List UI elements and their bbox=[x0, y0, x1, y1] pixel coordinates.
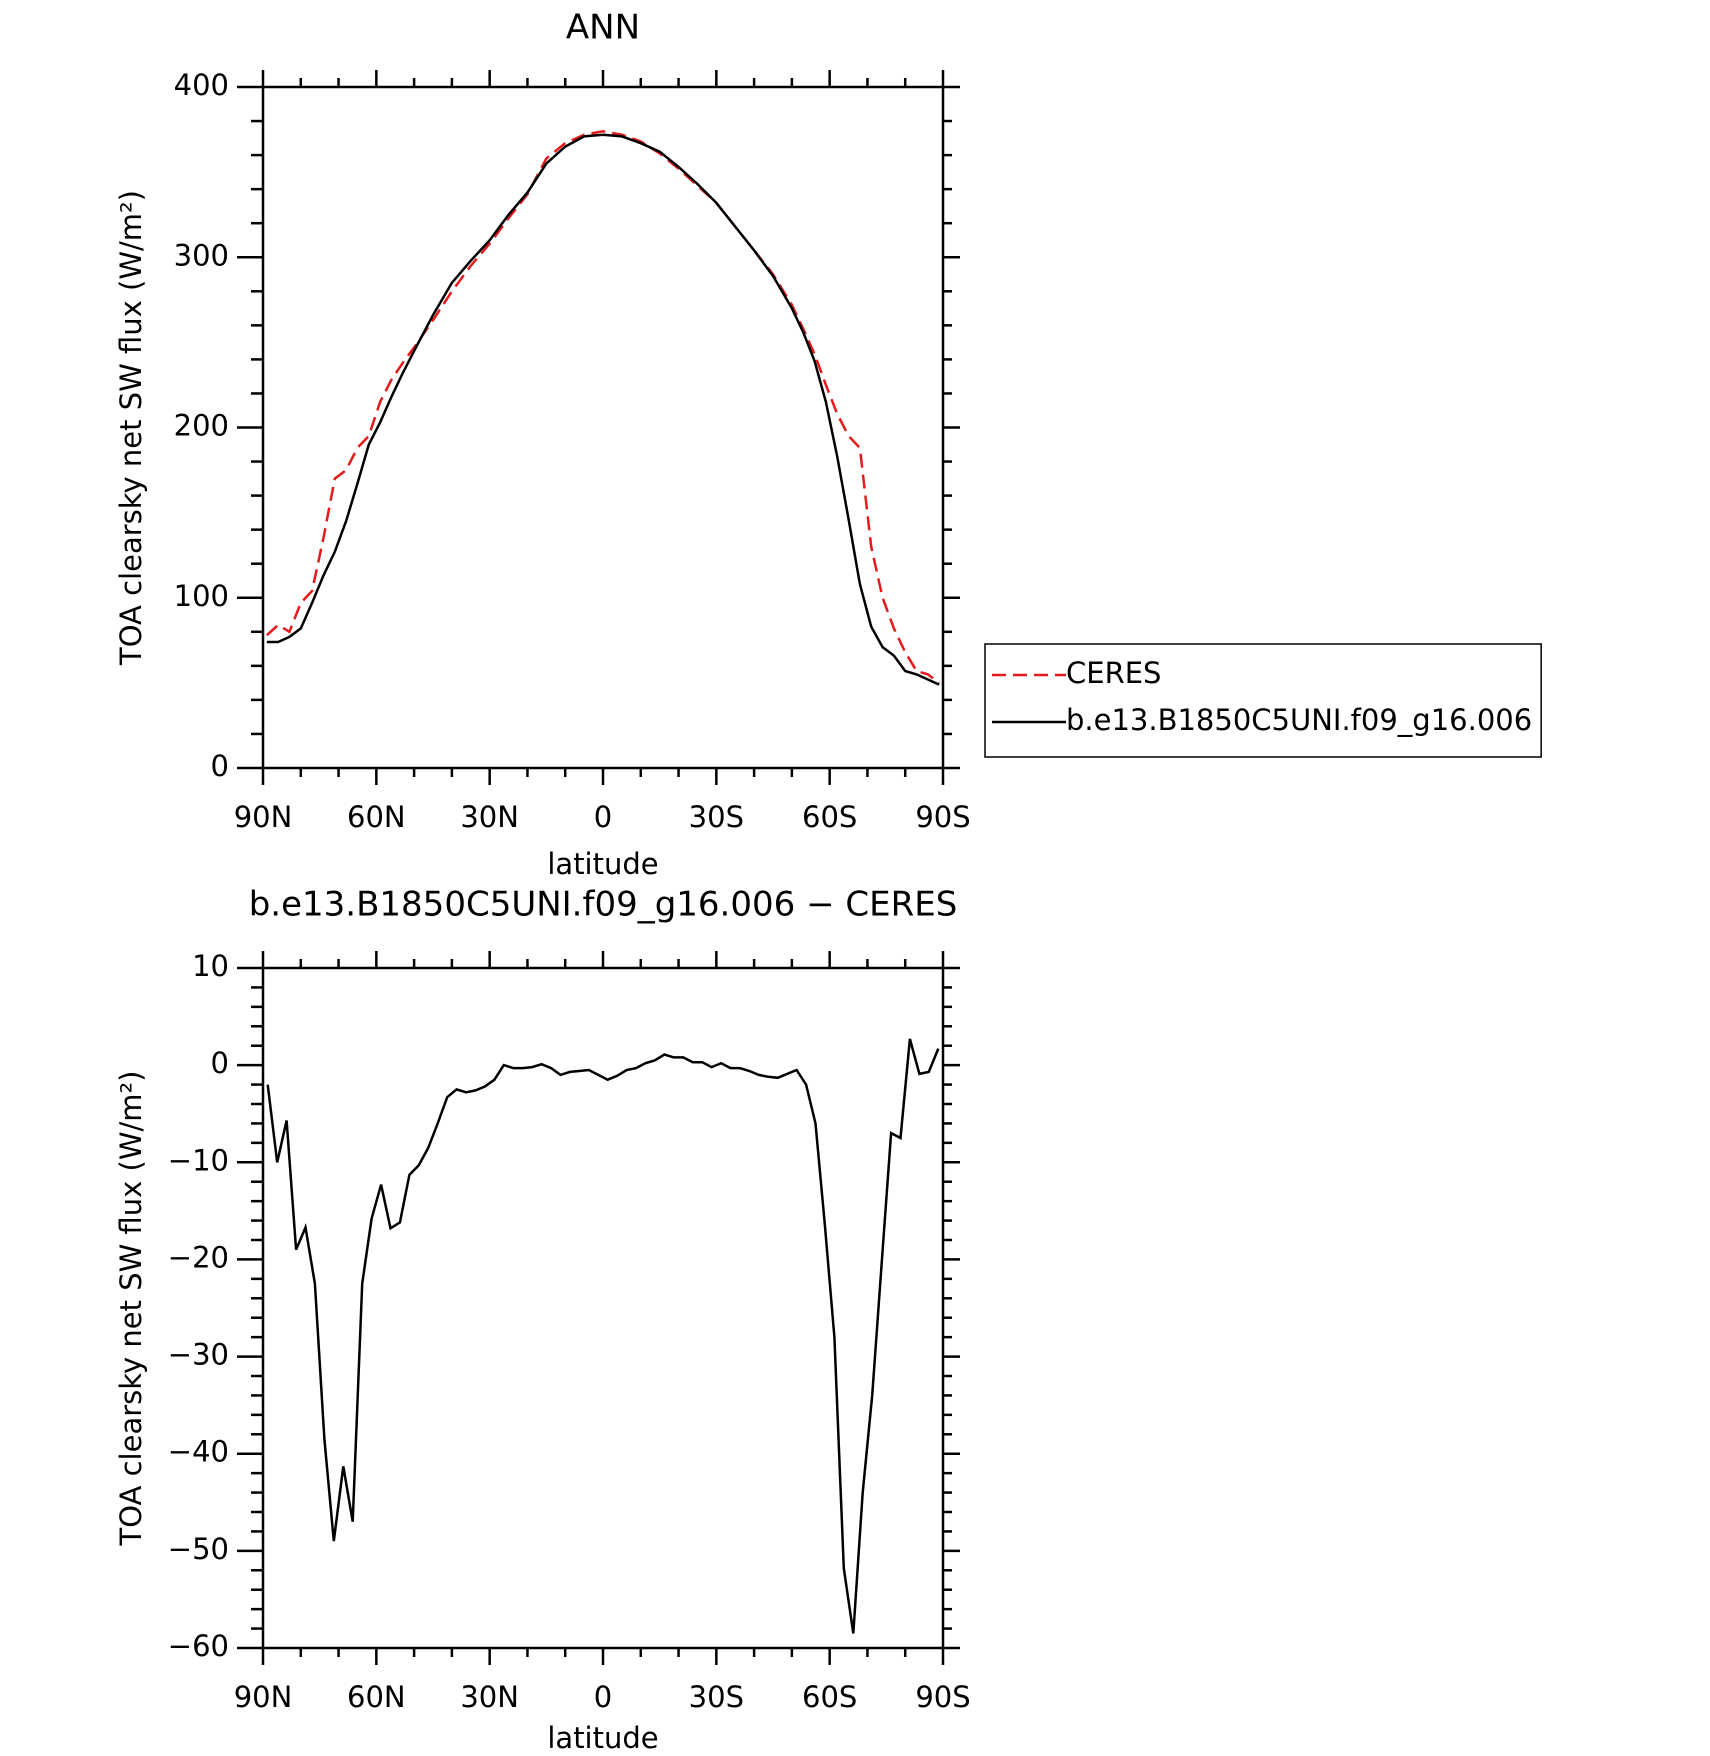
x-tick-label: 0 bbox=[594, 800, 612, 834]
chart-title: b.e13.B1850C5UNI.f09_g16.006 − CERES bbox=[249, 885, 958, 925]
x-tick-label: 30S bbox=[689, 800, 744, 834]
x-tick-label: 30N bbox=[460, 800, 519, 834]
y-tick-label: 0 bbox=[211, 749, 229, 783]
data-line bbox=[265, 130, 940, 684]
x-tick-label: 30S bbox=[689, 1680, 744, 1714]
y-tick-label: −30 bbox=[168, 1338, 229, 1372]
x-axis-label: latitude bbox=[547, 1721, 658, 1755]
y-tick-label: −20 bbox=[168, 1240, 229, 1274]
x-tick-label: 30N bbox=[460, 1680, 519, 1714]
y-tick-label: −40 bbox=[168, 1435, 229, 1469]
data-line bbox=[266, 1038, 940, 1634]
y-tick-label: 300 bbox=[174, 238, 229, 272]
chart-title: ANN bbox=[566, 8, 640, 48]
y-tick-label: 200 bbox=[174, 409, 229, 443]
x-tick-label: 90N bbox=[234, 800, 293, 834]
x-tick-label: 90N bbox=[234, 1680, 293, 1714]
y-tick-label: −50 bbox=[168, 1532, 229, 1566]
y-axis-label: TOA clearsky net SW flux (W/m²) bbox=[114, 190, 148, 666]
y-tick-label: −60 bbox=[168, 1629, 229, 1663]
plot-frame bbox=[261, 85, 945, 770]
data-line bbox=[266, 133, 940, 686]
legend: CERES b.e13.B1850C5UNI.f09_g16.006 bbox=[984, 643, 1542, 758]
x-tick-label: 60N bbox=[347, 1680, 406, 1714]
legend-box bbox=[984, 643, 1542, 758]
y-tick-label: 400 bbox=[174, 68, 229, 102]
legend-label: b.e13.B1850C5UNI.f09_g16.006 bbox=[1066, 703, 1532, 737]
x-tick-label: 90S bbox=[915, 1680, 970, 1714]
y-tick-label: 10 bbox=[192, 949, 229, 983]
x-tick-label: 60N bbox=[347, 800, 406, 834]
y-tick-label: 0 bbox=[211, 1046, 229, 1080]
x-tick-label: 60S bbox=[802, 800, 857, 834]
legend-label: CERES bbox=[1066, 656, 1161, 690]
x-axis-label: latitude bbox=[547, 847, 658, 881]
y-axis-label: TOA clearsky net SW flux (W/m²) bbox=[114, 1071, 148, 1547]
plot-frame bbox=[261, 966, 945, 1650]
x-tick-label: 0 bbox=[594, 1680, 612, 1714]
y-tick-label: 100 bbox=[174, 579, 229, 613]
x-tick-label: 60S bbox=[802, 1680, 857, 1714]
x-tick-label: 90S bbox=[915, 800, 970, 834]
y-tick-label: −10 bbox=[168, 1143, 229, 1177]
